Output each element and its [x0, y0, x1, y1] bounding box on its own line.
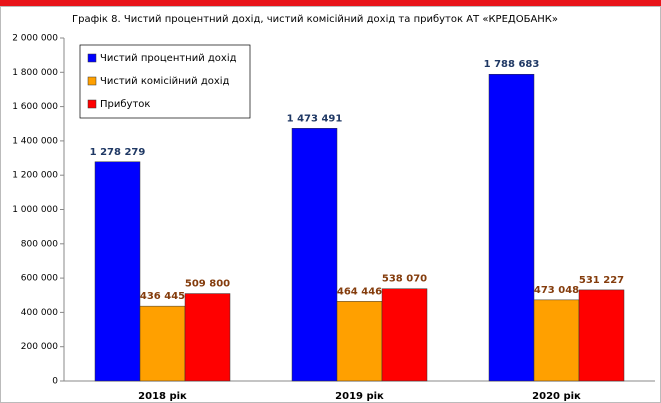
top-strip	[0, 0, 661, 6]
value-label: 1 788 683	[484, 59, 540, 70]
legend-swatch	[87, 99, 97, 109]
value-label: 464 446	[337, 286, 382, 297]
value-label: 473 048	[534, 285, 579, 296]
bar	[533, 299, 580, 382]
bar	[336, 301, 383, 382]
y-tick-label: 0	[52, 377, 58, 387]
chart-title: Графік 8. Чистий процентний дохід, чисти…	[72, 13, 558, 25]
y-tick-label: 600 000	[21, 274, 58, 284]
bar	[139, 305, 186, 382]
legend-label: Чистий процентний дохід	[100, 52, 237, 64]
value-label: 538 070	[382, 274, 427, 285]
legend-swatch	[87, 76, 97, 86]
legend-label: Прибуток	[100, 99, 150, 110]
legend-box	[79, 44, 251, 119]
y-tick-label: 400 000	[21, 308, 58, 318]
y-tick-label: 800 000	[21, 239, 58, 249]
x-tick-label: 2019 рік	[335, 391, 384, 402]
bar	[291, 128, 338, 382]
value-label: 436 445	[140, 291, 185, 302]
bar	[184, 293, 231, 382]
y-tick-label: 1 800 000	[12, 68, 58, 78]
value-label: 1 278 279	[90, 147, 146, 158]
legend-label: Чистий комісійний дохід	[100, 75, 230, 87]
y-tick-label: 1 000 000	[12, 205, 58, 215]
y-tick-label: 1 400 000	[12, 136, 58, 146]
y-tick-label: 1 600 000	[12, 102, 58, 112]
bar	[578, 289, 625, 382]
legend-swatch	[87, 53, 97, 63]
bar	[94, 161, 141, 382]
x-tick-label: 2018 рік	[138, 391, 187, 402]
bar	[381, 288, 428, 382]
value-label: 1 473 491	[287, 113, 343, 124]
y-tick-label: 2 000 000	[12, 34, 58, 44]
x-tick-label: 2020 рік	[532, 391, 581, 402]
value-label: 509 800	[185, 279, 230, 290]
y-tick-label: 1 200 000	[12, 171, 58, 181]
bar	[488, 73, 535, 382]
y-tick-label: 200 000	[21, 342, 58, 352]
value-label: 531 227	[579, 275, 624, 286]
